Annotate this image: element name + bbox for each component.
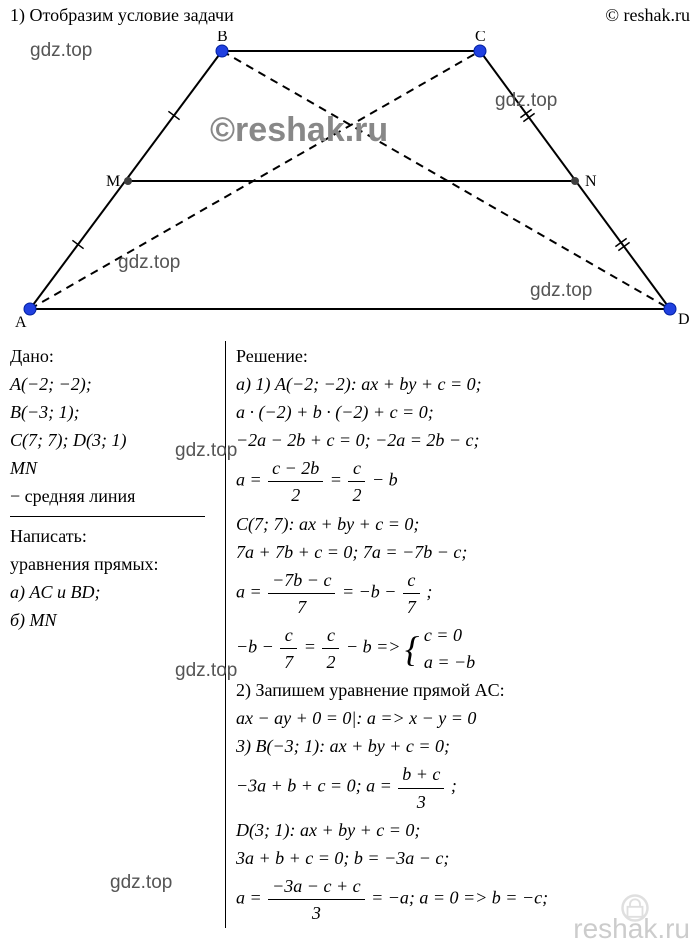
solution-line: 7a + 7b + c = 0; 7a = −7b − c; bbox=[236, 539, 690, 565]
frac-num: −7b − c bbox=[268, 567, 335, 594]
solution-line: 2) Запишем уравнение прямой AC: bbox=[236, 677, 690, 703]
frac-num: c bbox=[280, 622, 297, 649]
fraction: −3a − c + c3 bbox=[268, 873, 364, 926]
solution-line: 3a + b + c = 0; b = −3a − c; bbox=[236, 845, 690, 871]
copyright: © reshak.ru bbox=[605, 5, 690, 26]
given-line: − средняя линия bbox=[10, 483, 215, 509]
given-column: Дано: A(−2; −2); B(−3; 1); C(7; 7); D(3;… bbox=[10, 341, 225, 928]
frac-den: 3 bbox=[398, 789, 444, 815]
solution-line: a = −7b − c7 = −b − c7 ; bbox=[236, 567, 690, 620]
find-title: Написать: bbox=[10, 523, 215, 549]
given-line: A(−2; −2); bbox=[10, 371, 215, 397]
eq-end: ; bbox=[426, 581, 432, 601]
brace-icon: { bbox=[405, 640, 419, 658]
brace-line: a = −b bbox=[424, 649, 475, 675]
solution-line: a = c − 2b2 = c2 − b bbox=[236, 455, 690, 508]
solution-line: −2a − 2b + c = 0; −2a = 2b − c; bbox=[236, 427, 690, 453]
given-line: C(7; 7); D(3; 1) bbox=[10, 427, 215, 453]
frac-num: c bbox=[348, 455, 365, 482]
solution-title: Решение: bbox=[236, 343, 690, 369]
solution-line: C(7; 7): ax + by + c = 0; bbox=[236, 511, 690, 537]
eq-end: − b bbox=[372, 470, 398, 490]
solution-line: −b − c7 = c2 − b => { c = 0 a = −b bbox=[236, 622, 690, 675]
solution-column: Решение: а) 1) A(−2; −2): ax + by + c = … bbox=[225, 341, 690, 928]
frac-den: 2 bbox=[348, 482, 365, 508]
frac-num: −3a − c + c bbox=[268, 873, 364, 900]
frac-den: 7 bbox=[280, 649, 297, 675]
lock-icon bbox=[620, 893, 650, 923]
divider bbox=[10, 516, 205, 517]
frac-num: c bbox=[322, 622, 339, 649]
frac-den: 7 bbox=[268, 594, 335, 620]
solution-line: D(3; 1): ax + by + c = 0; bbox=[236, 817, 690, 843]
eq-mid: = −b − bbox=[342, 581, 396, 601]
svg-text:A: A bbox=[15, 314, 27, 331]
frac-den: 7 bbox=[403, 594, 420, 620]
fraction: −7b − c7 bbox=[268, 567, 335, 620]
svg-text:M: M bbox=[106, 173, 120, 190]
fraction: c − 2b2 bbox=[268, 455, 323, 508]
eq-lhs: a = bbox=[236, 581, 262, 601]
brace-content: c = 0 a = −b bbox=[424, 622, 475, 674]
svg-text:B: B bbox=[217, 31, 228, 45]
find-item: а) AC и BD; bbox=[10, 579, 215, 605]
frac-num: c − 2b bbox=[268, 455, 323, 482]
page-title: 1) Отобразим условие задачи bbox=[10, 5, 234, 26]
svg-text:N: N bbox=[585, 173, 597, 190]
given-title: Дано: bbox=[10, 343, 215, 369]
solution-line: −3a + b + c = 0; a = b + c3 ; bbox=[236, 761, 690, 814]
eq-end: = −a; a = 0 => b = −c; bbox=[371, 888, 548, 908]
brace-line: c = 0 bbox=[424, 622, 475, 648]
solution-line: ax − ay + 0 = 0|: a => x − y = 0 bbox=[236, 705, 690, 731]
eq-mid: = bbox=[304, 637, 316, 657]
given-line: MN bbox=[10, 455, 215, 481]
svg-text:D: D bbox=[678, 311, 690, 328]
eq-pre: −b − bbox=[236, 637, 274, 657]
frac-num: b + c bbox=[398, 761, 444, 788]
svg-text:C: C bbox=[475, 31, 486, 45]
fraction: b + c3 bbox=[398, 761, 444, 814]
eq-lhs: −3a + b + c = 0; a = bbox=[236, 776, 392, 796]
frac-den: 2 bbox=[322, 649, 339, 675]
fraction: c2 bbox=[348, 455, 365, 508]
fraction: c7 bbox=[403, 567, 420, 620]
geometry-figure: ABCDMN ©reshak.ru bbox=[10, 31, 690, 331]
eq-mid: = bbox=[330, 470, 342, 490]
eq-lhs: a = bbox=[236, 470, 262, 490]
fraction: c2 bbox=[322, 622, 339, 675]
solution-content: Дано: A(−2; −2); B(−3; 1); C(7; 7); D(3;… bbox=[0, 331, 700, 938]
given-line: B(−3; 1); bbox=[10, 399, 215, 425]
eq-lhs: a = bbox=[236, 888, 262, 908]
eq-end: ; bbox=[451, 776, 457, 796]
fraction: c7 bbox=[280, 622, 297, 675]
solution-line: a · (−2) + b · (−2) + c = 0; bbox=[236, 399, 690, 425]
solution-line: а) 1) A(−2; −2): ax + by + c = 0; bbox=[236, 371, 690, 397]
frac-num: c bbox=[403, 567, 420, 594]
find-item: б) MN bbox=[10, 607, 215, 633]
eq-post: − b => bbox=[346, 637, 400, 657]
solution-line: 3) B(−3; 1): ax + by + c = 0; bbox=[236, 733, 690, 759]
find-subtitle: уравнения прямых: bbox=[10, 551, 215, 577]
frac-den: 3 bbox=[268, 900, 364, 926]
frac-den: 2 bbox=[268, 482, 323, 508]
